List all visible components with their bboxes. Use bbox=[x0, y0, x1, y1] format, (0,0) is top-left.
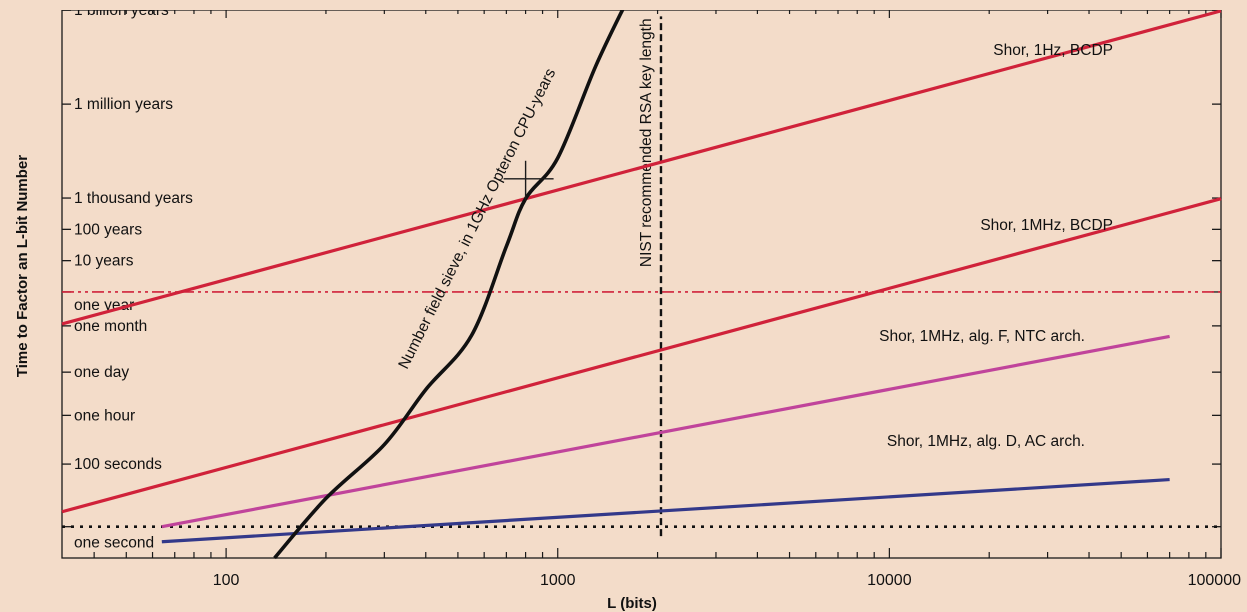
y-tick-label: 10 years bbox=[74, 253, 134, 270]
x-tick-label: 100 bbox=[213, 572, 240, 589]
series-line-shor-1mhz-bcdp bbox=[61, 197, 1222, 514]
y-tick-label: one hour bbox=[74, 407, 135, 424]
y-tick-label: 100 seconds bbox=[74, 456, 162, 473]
x-tick-label: 10000 bbox=[867, 572, 912, 589]
top-tick-marks bbox=[93, 10, 1222, 18]
x-ticks: 100 1000 10000 100000 bbox=[93, 548, 1241, 589]
y-tick-label: 1 million years bbox=[74, 96, 173, 113]
y-tick-label: 100 years bbox=[74, 221, 142, 238]
y-axis-label: Time to Factor an L-bit Number bbox=[14, 155, 31, 377]
y-tick-label: one month bbox=[74, 318, 147, 335]
series-label-shor-1mhz-alg-f-ntc-arch: Shor, 1MHz, alg. F, NTC arch. bbox=[879, 328, 1085, 345]
series-labels: Shor, 1Hz, BCDP Shor, 1MHz, BCDP Shor, 1MH… bbox=[395, 42, 1113, 450]
series-lines bbox=[61, 3, 1222, 560]
x-tick-label: 1000 bbox=[540, 572, 576, 589]
reference-lines: NIST recommended RSA key length bbox=[62, 16, 1221, 537]
y-tick-label: 1 thousand years bbox=[74, 190, 193, 207]
top-margin-mask bbox=[0, 0, 1247, 10]
series-line-shor-1mhz-alg-d-ac-arch bbox=[161, 477, 1170, 544]
series-line-shor-1hz-bcdp bbox=[61, 9, 1222, 326]
x-tick-label: 100000 bbox=[1188, 572, 1241, 589]
nist-reference-label: NIST recommended RSA key length bbox=[638, 18, 655, 267]
series-label-shor-1mhz-bcdp: Shor, 1MHz, BCDP bbox=[980, 217, 1113, 234]
y-tick-label: one second bbox=[74, 535, 154, 552]
series-line-number-field-sieve-in-1ghz-opteron-cpu-years bbox=[273, 3, 628, 560]
y-tick-label: one day bbox=[74, 364, 129, 381]
series-label-shor-1mhz-alg-d-ac-arch: Shor, 1MHz, alg. D, AC arch. bbox=[887, 433, 1085, 450]
series-line-shor-1mhz-alg-f-ntc-arch bbox=[161, 334, 1170, 529]
x-axis-label: L (bits) bbox=[607, 595, 657, 612]
series-label-shor-1hz-bcdp: Shor, 1Hz, BCDP bbox=[993, 42, 1113, 59]
